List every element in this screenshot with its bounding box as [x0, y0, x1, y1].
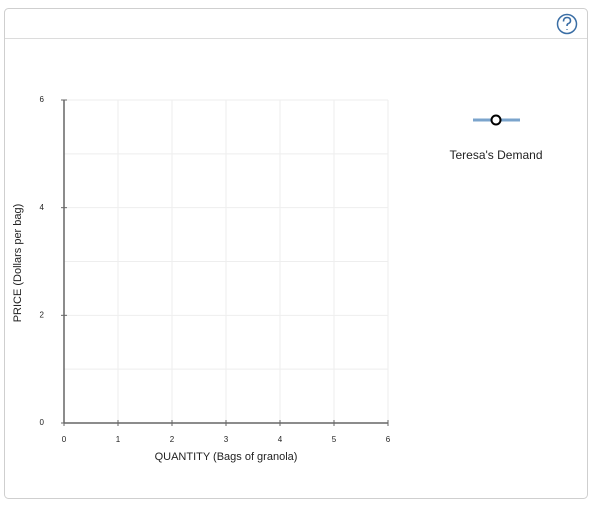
x-tick-label: 0	[62, 435, 67, 444]
x-tick-label: 5	[332, 435, 337, 444]
legend-label: Teresa's Demand	[450, 148, 543, 162]
y-tick-label: 6	[40, 95, 45, 104]
x-tick-label: 6	[386, 435, 391, 444]
x-tick-label: 1	[116, 435, 121, 444]
y-tick-label: 2	[40, 310, 45, 319]
y-tick-label: 4	[40, 203, 45, 212]
x-tick-label: 3	[224, 435, 229, 444]
y-tick-label: 0	[40, 418, 45, 427]
help-button[interactable]	[556, 13, 578, 35]
panel	[4, 8, 588, 499]
x-tick-label: 2	[170, 435, 175, 444]
legend-marker	[490, 114, 502, 126]
help-glyph	[562, 16, 572, 30]
x-tick-label: 4	[278, 435, 283, 444]
y-axis-label: PRICE (Dollars per bag)	[12, 204, 24, 323]
x-axis-label: QUANTITY (Bags of granola)	[155, 451, 298, 463]
